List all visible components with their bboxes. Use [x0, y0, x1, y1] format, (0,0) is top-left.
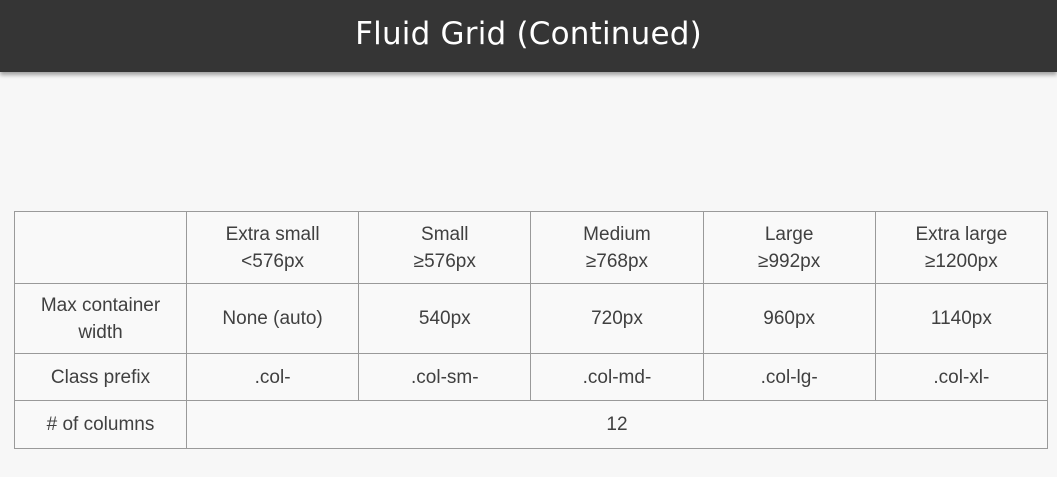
header-extra-large: Extra large ≥1200px	[874, 211, 1049, 284]
header-breakpoint: ≥576px	[413, 250, 476, 272]
row-label-line: width	[78, 321, 123, 343]
row-label-num-columns: # of columns	[14, 400, 187, 449]
table-row-num-columns: # of columns 12	[14, 400, 1048, 449]
header-breakpoint: <576px	[241, 250, 305, 272]
table-cell: .col-md-	[530, 353, 704, 401]
header-blank-cell	[14, 211, 187, 284]
header-extra-small: Extra small <576px	[185, 211, 360, 284]
header-name: Extra small	[225, 223, 320, 245]
header-name: Extra large	[915, 223, 1008, 245]
grid-breakpoints-table: Extra small <576px Small ≥576px Medium ≥…	[14, 211, 1049, 449]
table-cell: .col-xl-	[874, 353, 1049, 401]
table-cell: 960px	[702, 283, 876, 354]
row-label-class-prefix: Class prefix	[14, 353, 187, 401]
header-breakpoint: ≥992px	[758, 250, 821, 272]
table-row-max-container-width: Max container width None (auto) 540px 72…	[14, 283, 1049, 354]
slide-title: Fluid Grid (Continued)	[355, 16, 702, 52]
header-large: Large ≥992px	[702, 211, 876, 284]
table-cell: None (auto)	[185, 283, 360, 354]
table-cell: .col-	[185, 353, 360, 401]
header-name: Large	[764, 223, 814, 245]
table-cell: .col-lg-	[702, 353, 876, 401]
row-label-line: Max container	[40, 294, 161, 316]
header-medium: Medium ≥768px	[530, 211, 704, 284]
table-cell: 540px	[358, 283, 532, 354]
table-cell: 720px	[530, 283, 704, 354]
header-breakpoint: ≥1200px	[924, 250, 998, 272]
table-row-class-prefix: Class prefix .col- .col-sm- .col-md- .co…	[14, 353, 1049, 401]
table-cell: .col-sm-	[358, 353, 532, 401]
header-name: Medium	[583, 223, 651, 245]
table-cell: 1140px	[874, 283, 1049, 354]
header-name: Small	[421, 223, 469, 245]
table-header-row: Extra small <576px Small ≥576px Medium ≥…	[14, 211, 1049, 284]
title-bar: Fluid Grid (Continued)	[0, 0, 1057, 72]
row-label-max-container-width: Max container width	[14, 283, 187, 354]
num-columns-value: 12	[186, 400, 1048, 449]
header-breakpoint: ≥768px	[585, 250, 649, 272]
header-small: Small ≥576px	[358, 211, 532, 284]
